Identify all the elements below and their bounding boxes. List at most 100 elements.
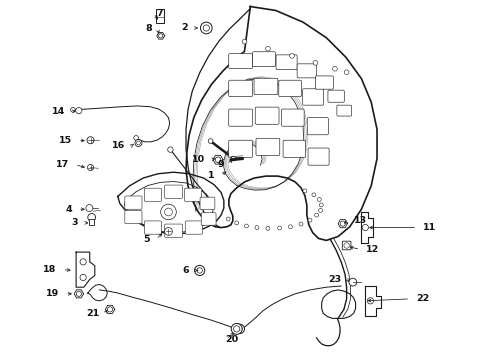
- Text: 5: 5: [143, 235, 150, 244]
- FancyBboxPatch shape: [276, 55, 297, 70]
- Text: 12: 12: [366, 245, 379, 254]
- FancyBboxPatch shape: [336, 105, 351, 116]
- Text: 6: 6: [182, 266, 189, 275]
- Text: 18: 18: [43, 265, 57, 274]
- Circle shape: [312, 60, 317, 65]
- FancyBboxPatch shape: [144, 221, 161, 234]
- FancyBboxPatch shape: [144, 188, 161, 202]
- FancyBboxPatch shape: [281, 109, 304, 126]
- Circle shape: [107, 307, 112, 312]
- Circle shape: [289, 54, 294, 58]
- Circle shape: [86, 204, 93, 212]
- FancyBboxPatch shape: [315, 76, 333, 89]
- Polygon shape: [157, 32, 164, 39]
- Circle shape: [80, 274, 86, 280]
- FancyBboxPatch shape: [342, 241, 350, 250]
- Bar: [89, 219, 94, 225]
- Text: 19: 19: [46, 289, 59, 298]
- Circle shape: [88, 213, 95, 221]
- FancyBboxPatch shape: [327, 90, 344, 102]
- Text: 15: 15: [59, 136, 72, 145]
- Circle shape: [343, 243, 348, 248]
- Polygon shape: [74, 290, 83, 298]
- Text: 14: 14: [52, 107, 65, 116]
- Circle shape: [311, 193, 315, 197]
- Circle shape: [208, 203, 214, 208]
- Circle shape: [76, 108, 82, 114]
- FancyBboxPatch shape: [201, 213, 216, 225]
- Text: 16: 16: [112, 141, 125, 150]
- Circle shape: [265, 46, 270, 51]
- Circle shape: [234, 221, 238, 225]
- Circle shape: [303, 189, 306, 193]
- Circle shape: [265, 226, 269, 230]
- Circle shape: [164, 228, 172, 235]
- Circle shape: [233, 326, 239, 332]
- Text: 9: 9: [217, 160, 224, 169]
- Circle shape: [167, 147, 173, 152]
- Circle shape: [317, 198, 321, 202]
- Circle shape: [235, 324, 244, 334]
- Circle shape: [87, 165, 94, 171]
- Circle shape: [244, 224, 248, 228]
- FancyBboxPatch shape: [297, 64, 316, 78]
- FancyBboxPatch shape: [228, 80, 252, 96]
- Text: 13: 13: [353, 216, 366, 225]
- Circle shape: [340, 221, 345, 226]
- Circle shape: [200, 22, 212, 34]
- Text: 22: 22: [415, 294, 428, 303]
- Text: 2: 2: [181, 23, 187, 32]
- FancyBboxPatch shape: [306, 118, 327, 135]
- FancyBboxPatch shape: [302, 89, 323, 105]
- Circle shape: [237, 327, 242, 331]
- FancyBboxPatch shape: [252, 52, 275, 67]
- Circle shape: [226, 217, 230, 221]
- Circle shape: [242, 39, 246, 44]
- Circle shape: [76, 291, 81, 296]
- Circle shape: [70, 108, 75, 112]
- FancyBboxPatch shape: [307, 148, 328, 165]
- Circle shape: [366, 298, 373, 304]
- Circle shape: [277, 226, 281, 230]
- FancyBboxPatch shape: [256, 138, 279, 156]
- Circle shape: [164, 208, 172, 216]
- FancyBboxPatch shape: [255, 107, 279, 124]
- Text: 23: 23: [327, 275, 341, 284]
- Text: 4: 4: [65, 205, 72, 214]
- Bar: [155, 9, 164, 23]
- Circle shape: [307, 218, 311, 222]
- Circle shape: [87, 137, 94, 144]
- Text: 7: 7: [156, 9, 163, 18]
- Circle shape: [344, 70, 348, 75]
- Text: 10: 10: [191, 155, 204, 164]
- Circle shape: [332, 66, 337, 71]
- Circle shape: [203, 25, 209, 31]
- FancyBboxPatch shape: [164, 224, 182, 237]
- FancyBboxPatch shape: [124, 210, 142, 224]
- Circle shape: [299, 222, 303, 226]
- Circle shape: [362, 224, 367, 231]
- Circle shape: [314, 213, 318, 217]
- Circle shape: [135, 139, 142, 147]
- Circle shape: [288, 225, 292, 229]
- Circle shape: [231, 323, 242, 334]
- FancyBboxPatch shape: [228, 109, 252, 126]
- Circle shape: [318, 208, 322, 212]
- Circle shape: [80, 259, 86, 265]
- FancyBboxPatch shape: [184, 188, 201, 202]
- FancyBboxPatch shape: [228, 140, 252, 157]
- Circle shape: [208, 139, 212, 143]
- FancyBboxPatch shape: [185, 221, 202, 234]
- Circle shape: [319, 203, 323, 207]
- Polygon shape: [105, 305, 115, 314]
- FancyBboxPatch shape: [283, 140, 305, 157]
- Text: 21: 21: [86, 309, 99, 318]
- Text: 17: 17: [56, 160, 69, 169]
- FancyBboxPatch shape: [200, 197, 214, 210]
- Circle shape: [136, 141, 140, 145]
- Circle shape: [197, 268, 202, 273]
- FancyBboxPatch shape: [254, 78, 277, 95]
- Text: 1: 1: [207, 171, 214, 180]
- Circle shape: [158, 33, 163, 38]
- FancyBboxPatch shape: [228, 54, 252, 68]
